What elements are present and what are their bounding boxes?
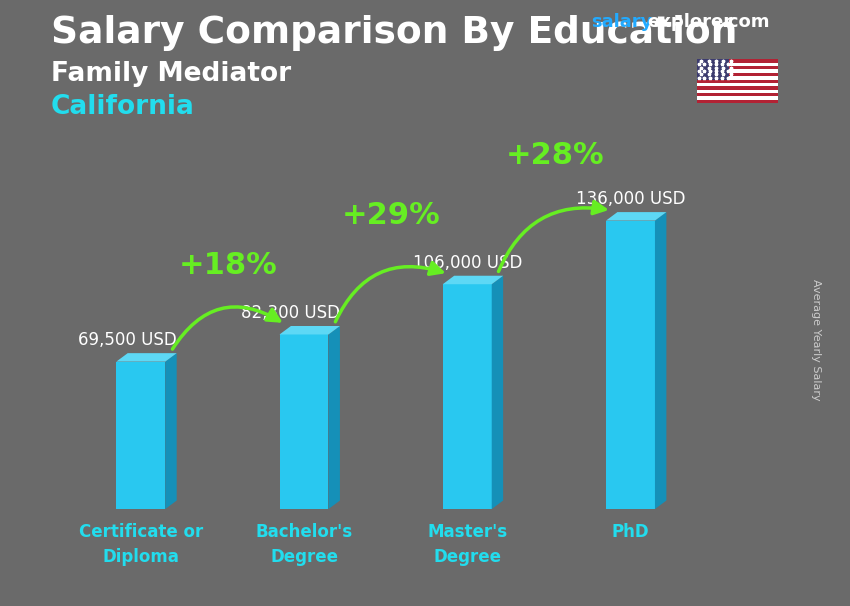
Bar [116,362,165,509]
Polygon shape [443,276,503,284]
Text: Average Yearly Salary: Average Yearly Salary [811,279,821,400]
Bar [697,83,778,86]
Text: explorer: explorer [648,13,733,32]
Bar [697,73,778,76]
Bar [697,63,778,66]
Polygon shape [280,326,340,335]
Text: +29%: +29% [342,201,440,230]
Polygon shape [165,353,177,509]
Bar [697,90,778,93]
Bar [697,76,778,79]
Polygon shape [116,353,177,362]
Text: 69,500 USD: 69,500 USD [78,331,177,349]
Text: salary: salary [591,13,652,32]
Text: Salary Comparison By Education: Salary Comparison By Education [51,15,737,51]
Text: California: California [51,94,195,120]
Text: 136,000 USD: 136,000 USD [575,190,685,208]
Text: 106,000 USD: 106,000 USD [412,254,522,271]
Polygon shape [328,326,340,509]
Bar [443,284,492,509]
Bar [697,93,778,96]
Bar [697,70,778,73]
Bar [697,96,778,99]
Polygon shape [606,212,666,221]
Bar [697,59,778,63]
Text: Family Mediator: Family Mediator [51,61,291,87]
Polygon shape [655,212,666,509]
Bar [280,335,328,509]
Text: +28%: +28% [505,141,604,170]
Bar [697,66,778,70]
Text: +18%: +18% [178,251,277,280]
Bar [697,79,778,83]
Text: .com: .com [721,13,769,32]
Text: 82,300 USD: 82,300 USD [241,304,341,322]
Polygon shape [492,276,503,509]
Bar [606,221,655,509]
Bar [697,59,729,79]
Bar [697,99,778,103]
Bar [697,86,778,90]
